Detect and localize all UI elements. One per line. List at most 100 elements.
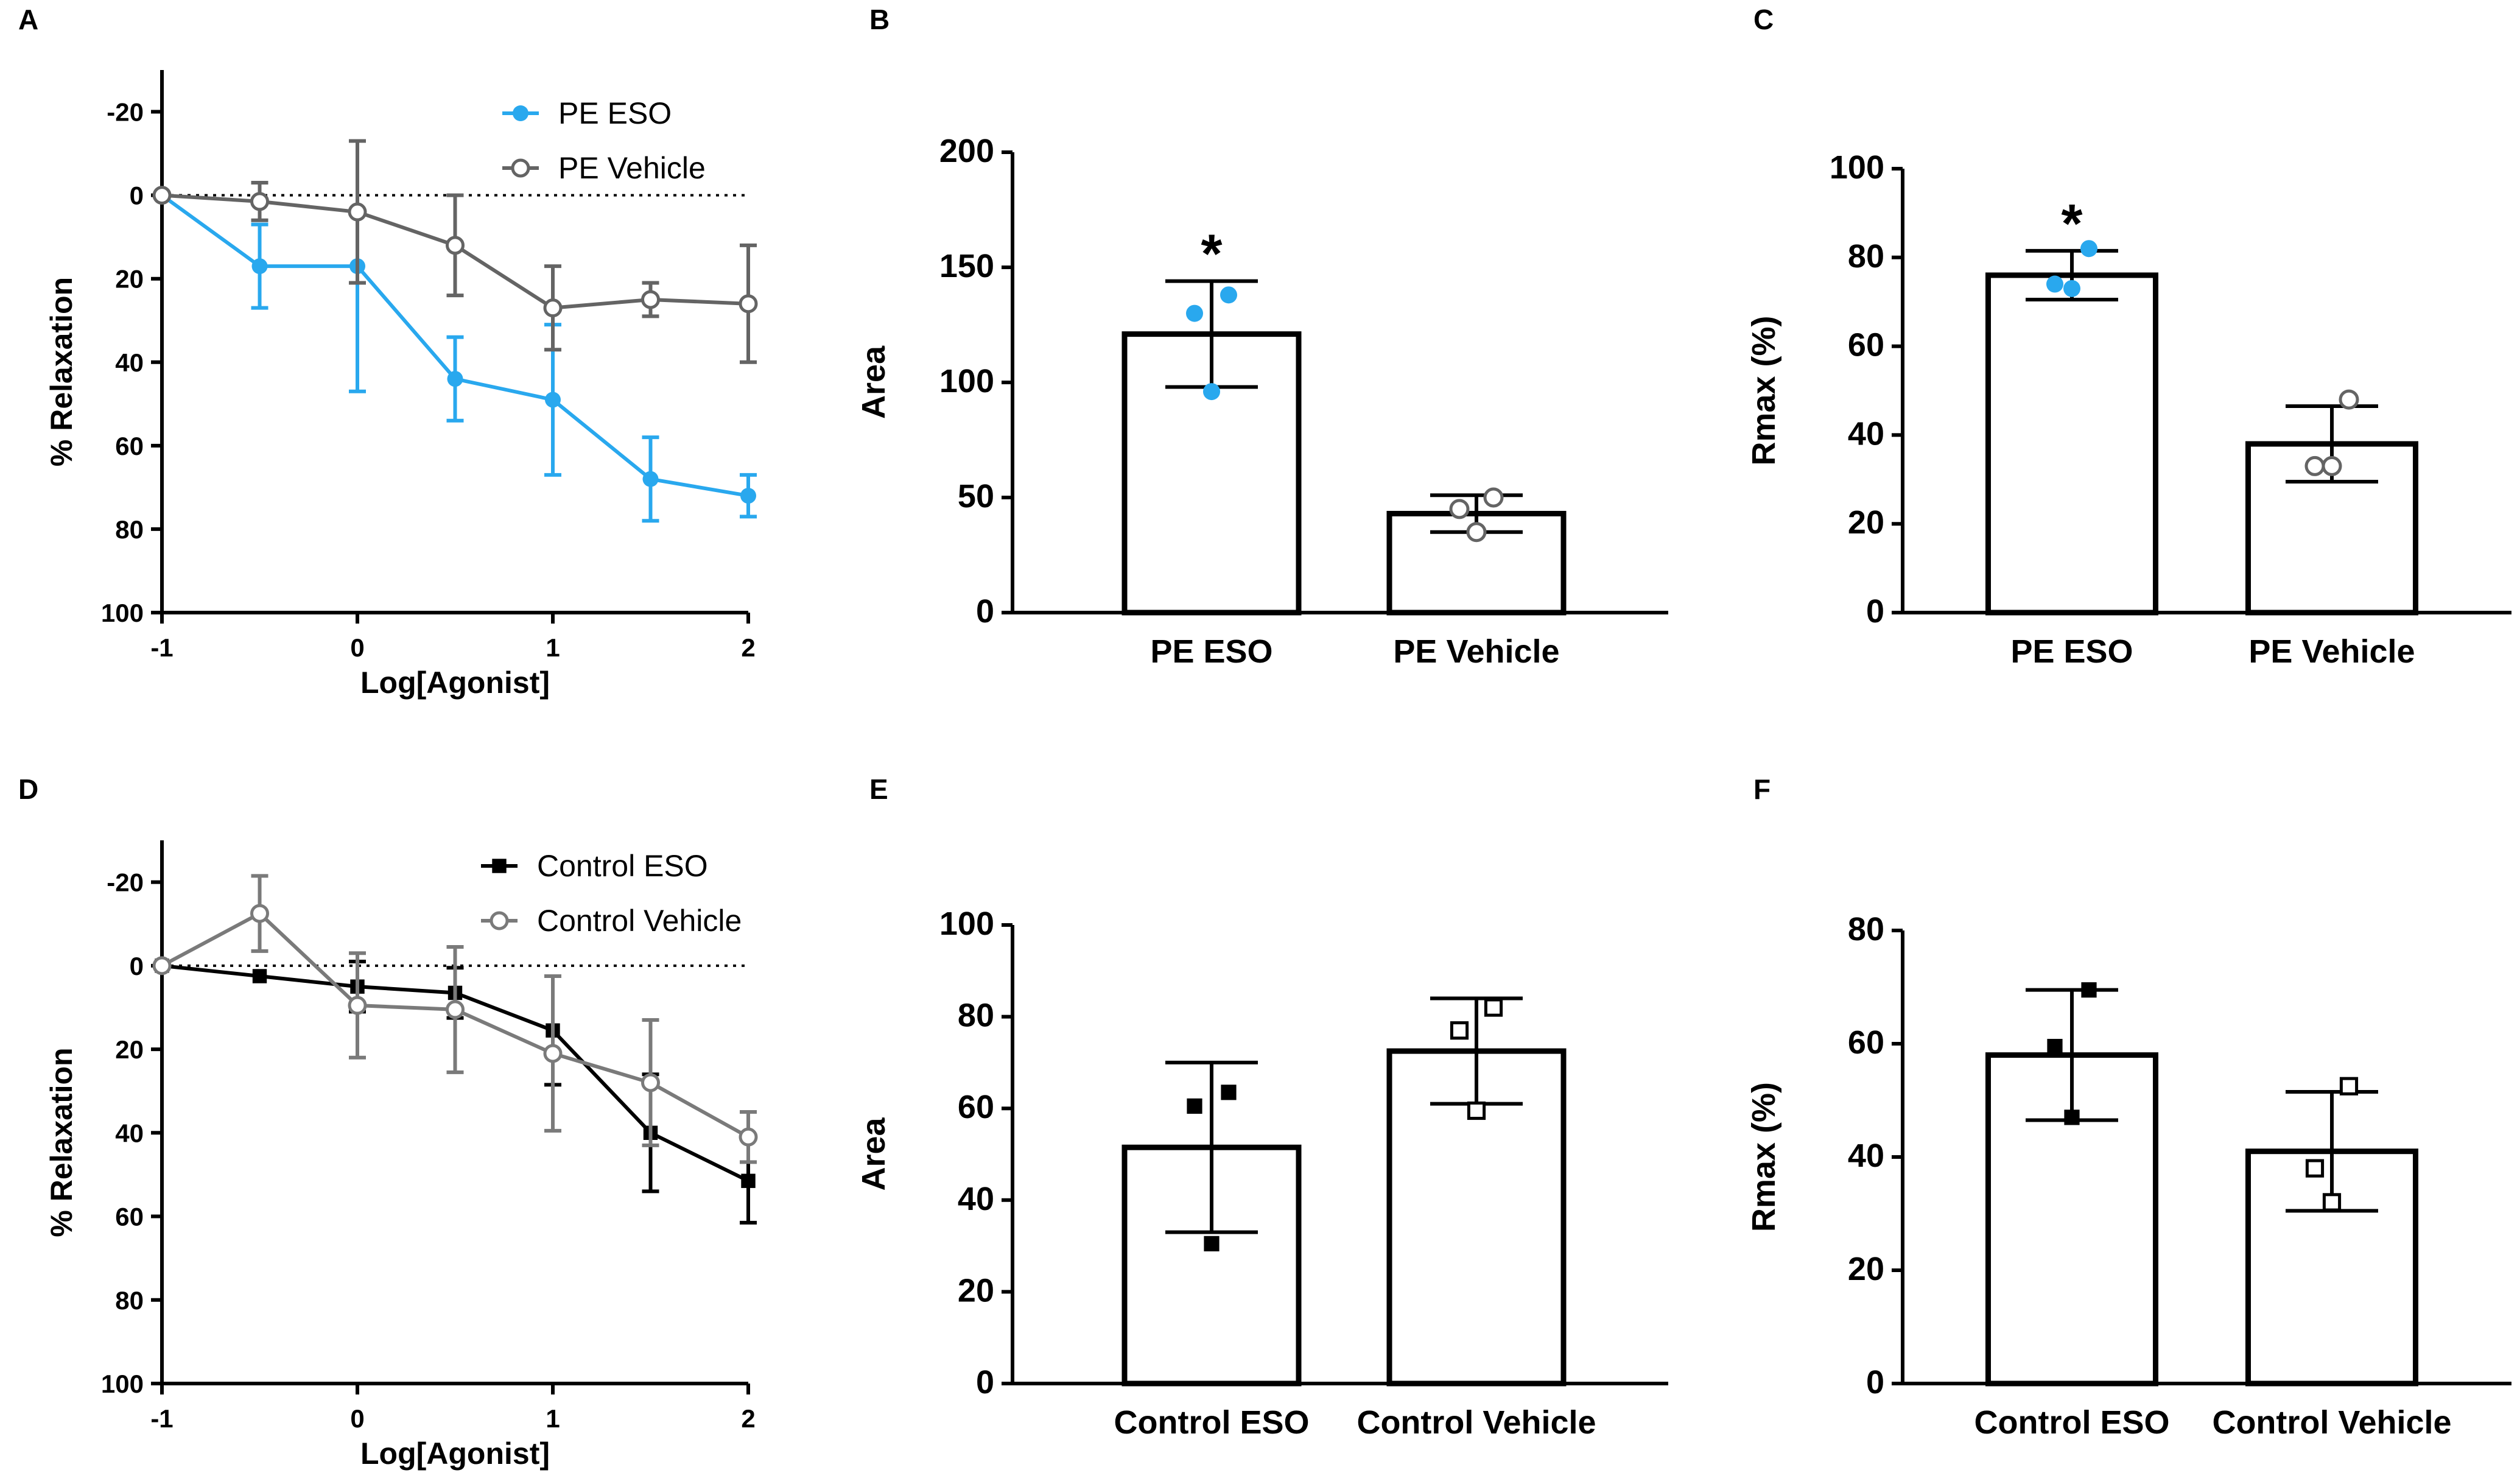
y-tick-label: 20 <box>1848 504 1884 541</box>
panel-label: C <box>1753 4 1774 35</box>
individual-point <box>2064 1109 2080 1125</box>
individual-point <box>1187 1098 1202 1114</box>
panel-c: C 0 20 40 60 80 100 Rmax (%) PE ESO * PE Vehicle <box>1746 4 2511 670</box>
panel-label: F <box>1753 773 1771 805</box>
y-tick-label: 60 <box>958 1089 994 1125</box>
significance-marker: * <box>2061 194 2082 255</box>
individual-point <box>2081 982 2097 998</box>
legend-label: PE ESO <box>558 96 672 130</box>
x-axis-title: Log[Agonist] <box>360 1437 550 1471</box>
y-tick-label: 50 <box>958 478 994 515</box>
x-tick-label: 1 <box>546 1404 560 1433</box>
individual-point <box>1450 1021 1469 1040</box>
individual-point <box>2063 280 2080 297</box>
y-axis-title: Rmax (%) <box>1746 1082 1782 1232</box>
individual-point <box>2305 1159 2325 1178</box>
bar <box>1985 272 2158 616</box>
y-axis-title: Rmax (%) <box>1746 315 1782 465</box>
panel-f: F 0 20 40 60 80 Rmax (%) Control ESO Control Veh… <box>1746 773 2511 1441</box>
data-point <box>642 471 659 487</box>
bar-group: Control ESO <box>1114 1060 1310 1441</box>
data-point <box>447 371 463 387</box>
y-tick-label: 80 <box>115 515 144 544</box>
data-point <box>641 290 660 309</box>
y-tick-label: 0 <box>1866 1364 1884 1401</box>
individual-point <box>1449 499 1470 519</box>
x-tick-label: 2 <box>741 1404 755 1433</box>
y-tick-label: 0 <box>1866 593 1884 630</box>
y-tick-label: 60 <box>115 1203 144 1231</box>
data-point <box>446 1000 465 1019</box>
panel-a: A -20 0 20 40 60 80 100-1 0 1 2 Log[Agonist] % Relax… <box>18 4 758 700</box>
panel-e: E 0 20 40 60 80 100 Area Control ESO Control Vehi… <box>855 773 1668 1441</box>
x-tick-label: 0 <box>350 633 364 662</box>
y-tick-label: 40 <box>115 348 144 377</box>
category-label: Control ESO <box>1114 1404 1310 1441</box>
series-control-vehicle <box>152 874 758 1164</box>
individual-point <box>1220 286 1237 304</box>
individual-point <box>2304 455 2325 476</box>
individual-point <box>1467 1101 1486 1120</box>
panel-label: D <box>18 773 38 805</box>
y-tick-label: 100 <box>939 363 994 399</box>
data-point <box>251 258 268 275</box>
panel-b: B 0 50 100 150 200 Area PE ESO * PE Vehicle <box>855 4 1668 670</box>
legend-marker <box>511 158 530 178</box>
category-label: PE Vehicle <box>1393 633 1559 670</box>
data-point <box>252 969 267 983</box>
legend-entry: PE ESO <box>502 96 672 130</box>
individual-point <box>1203 383 1220 401</box>
y-tick-label: 0 <box>976 1364 994 1401</box>
individual-point <box>2080 240 2097 258</box>
individual-point <box>2047 1039 2063 1055</box>
y-tick-label: 80 <box>1848 238 1884 275</box>
legend-label: Control ESO <box>537 849 708 883</box>
category-label: Control Vehicle <box>1357 1404 1596 1441</box>
y-tick-label: 0 <box>130 181 144 210</box>
legend-label: Control Vehicle <box>537 904 742 938</box>
category-label: PE ESO <box>1150 633 1272 670</box>
y-tick-label: 100 <box>101 1370 144 1398</box>
x-tick-label: 1 <box>546 633 560 662</box>
y-tick-label: 40 <box>958 1181 994 1217</box>
data-point <box>152 186 172 205</box>
data-point <box>543 1044 563 1063</box>
y-axis-title: Area <box>855 1117 892 1190</box>
bar <box>1386 1048 1567 1387</box>
y-axis-title: Area <box>855 345 892 419</box>
category-label: Control ESO <box>1974 1404 2170 1441</box>
data-point <box>641 1073 660 1092</box>
individual-point <box>1186 304 1203 322</box>
y-tick-label: 100 <box>939 906 994 942</box>
x-tick-label: -1 <box>150 1404 173 1433</box>
y-tick-label: 40 <box>115 1119 144 1147</box>
individual-point <box>1466 522 1487 543</box>
legend-entry: Control Vehicle <box>481 904 742 938</box>
series-pe-vehicle <box>152 139 758 364</box>
y-tick-label: 150 <box>939 248 994 284</box>
significance-marker: * <box>1201 224 1222 285</box>
x-tick-label: -1 <box>150 633 173 662</box>
y-tick-label: 60 <box>1848 1024 1884 1061</box>
x-tick-label: 0 <box>350 1404 364 1433</box>
data-point <box>741 1173 756 1188</box>
panel-label: E <box>869 773 888 805</box>
category-label: PE Vehicle <box>2248 633 2415 670</box>
legend-label: PE Vehicle <box>558 151 706 185</box>
y-tick-label: 60 <box>115 432 144 460</box>
legend-entry: PE Vehicle <box>502 151 706 185</box>
y-tick-label: 20 <box>115 265 144 294</box>
legend-marker <box>492 859 507 873</box>
data-point <box>250 192 269 211</box>
individual-point <box>1484 998 1503 1017</box>
individual-point <box>2322 1193 2342 1212</box>
y-tick-label: 80 <box>958 997 994 1034</box>
legend-marker <box>513 105 528 121</box>
data-point <box>545 392 561 408</box>
bar-group: PE ESO * <box>1985 194 2158 670</box>
y-tick-label: 60 <box>1848 327 1884 364</box>
panel-label: A <box>18 4 38 35</box>
y-tick-label: 0 <box>976 593 994 630</box>
bar-group: PE Vehicle <box>1386 487 1567 670</box>
